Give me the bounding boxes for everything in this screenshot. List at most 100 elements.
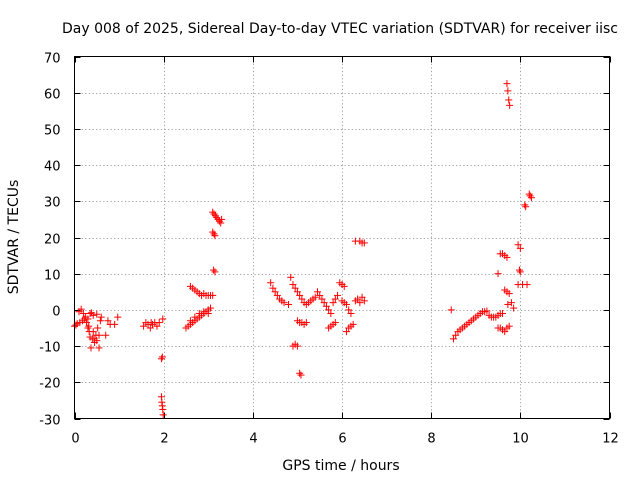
data-point <box>527 194 535 202</box>
data-point <box>146 324 154 332</box>
x-tick-label: 0 <box>71 432 79 447</box>
data-point <box>153 322 161 330</box>
data-point <box>331 295 339 303</box>
data-point <box>313 288 321 296</box>
y-tick-label: 20 <box>44 233 61 248</box>
y-tick-label: 0 <box>52 305 60 320</box>
data-point <box>360 297 368 305</box>
data-point <box>505 322 513 330</box>
data-point <box>345 306 353 314</box>
data-point <box>514 241 522 249</box>
data-point <box>483 307 491 315</box>
x-tick-label: 4 <box>249 432 257 447</box>
data-point <box>210 230 218 238</box>
data-point <box>318 295 326 303</box>
data-point <box>316 291 324 299</box>
data-point <box>506 101 514 109</box>
data-point <box>516 244 524 252</box>
data-point <box>311 293 319 301</box>
data-point <box>287 273 295 281</box>
data-point <box>340 282 348 290</box>
data-point <box>211 212 219 220</box>
data-point <box>505 96 513 104</box>
y-tick-label: -30 <box>39 414 60 429</box>
axis-ticks <box>74 56 611 420</box>
data-point <box>77 305 85 313</box>
data-point <box>289 281 297 289</box>
data-point <box>95 331 103 339</box>
x-tick-labels: 0 2 4 6 8 10 12 <box>71 432 618 447</box>
data-point <box>342 300 350 308</box>
data-point <box>334 291 342 299</box>
data-point <box>89 328 97 336</box>
x-tick-label: 2 <box>160 432 168 447</box>
data-point <box>269 284 277 292</box>
data-point <box>94 324 102 332</box>
data-point <box>360 239 368 247</box>
data-point <box>155 319 163 327</box>
x-tick-label: 10 <box>512 432 529 447</box>
data-point <box>494 270 502 278</box>
data-point <box>296 291 304 299</box>
data-point <box>96 317 104 325</box>
data-point <box>86 310 94 318</box>
data-points <box>71 80 535 419</box>
data-point <box>273 291 281 299</box>
x-tick-label: 8 <box>427 432 435 447</box>
data-point <box>291 284 299 292</box>
data-point <box>111 320 119 328</box>
data-point <box>504 87 512 95</box>
data-point <box>298 295 306 303</box>
chart-title: Day 008 of 2025, Sidereal Day-to-day VTE… <box>62 21 618 37</box>
data-point <box>158 353 166 361</box>
data-point <box>293 288 301 296</box>
data-point <box>504 300 512 308</box>
data-point <box>501 328 509 336</box>
data-point <box>157 355 165 363</box>
grid <box>74 56 610 419</box>
data-point <box>521 201 529 209</box>
data-point <box>209 228 217 236</box>
y-tick-label: -10 <box>39 341 60 356</box>
data-point <box>267 279 275 287</box>
data-point <box>325 306 333 314</box>
data-point <box>297 371 305 379</box>
data-point <box>280 299 288 307</box>
x-tick-label: 12 <box>602 432 619 447</box>
data-point <box>322 302 330 310</box>
data-point <box>93 310 101 318</box>
y-tick-label: 40 <box>44 160 61 175</box>
data-point <box>522 203 530 211</box>
data-point <box>296 369 304 377</box>
y-tick-label: 70 <box>44 52 61 67</box>
data-point <box>449 335 457 343</box>
data-point <box>329 299 337 307</box>
data-point <box>516 268 524 276</box>
data-point <box>93 337 101 345</box>
data-point <box>72 321 80 329</box>
data-point <box>302 319 310 327</box>
data-point <box>159 315 167 323</box>
data-point <box>347 310 355 318</box>
y-tick-labels: -30 -20 -10 0 10 20 30 40 50 60 70 <box>39 52 60 429</box>
data-point <box>452 331 460 339</box>
data-point <box>87 344 95 352</box>
data-point <box>503 80 511 88</box>
data-point <box>499 310 506 318</box>
data-point <box>342 328 350 336</box>
data-point <box>87 309 95 317</box>
y-tick-label: 50 <box>44 124 61 139</box>
data-point <box>510 304 518 312</box>
y-tick-label: -20 <box>39 377 60 392</box>
data-point <box>327 310 335 318</box>
data-point <box>191 313 199 321</box>
x-axis-label: GPS time / hours <box>282 458 399 474</box>
data-point <box>525 190 533 198</box>
data-point <box>325 324 333 332</box>
y-tick-label: 30 <box>44 196 61 211</box>
data-point <box>507 299 515 307</box>
data-point <box>200 308 208 316</box>
data-point <box>204 310 212 318</box>
data-point <box>211 268 219 276</box>
